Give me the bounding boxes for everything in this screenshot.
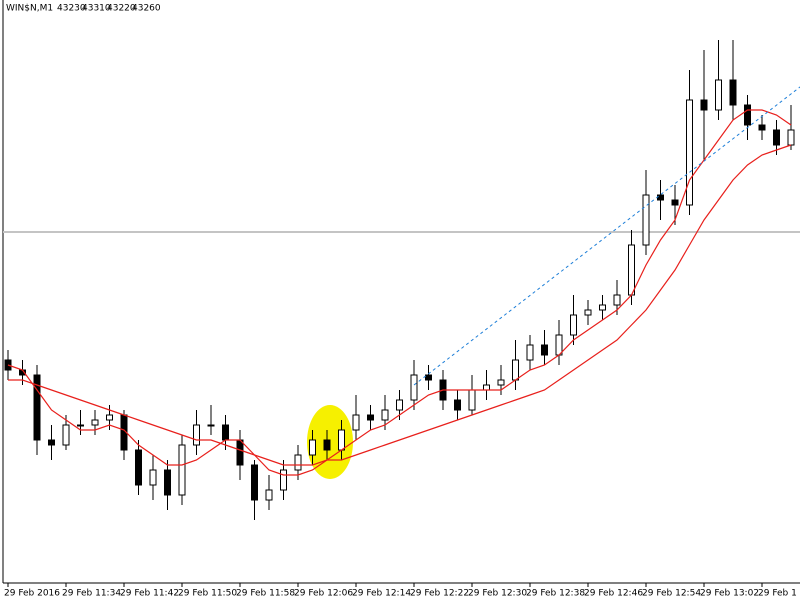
candle-body [483, 384, 490, 391]
header-open: 43230 [57, 4, 86, 14]
candle-body [33, 374, 41, 441]
ma-line [7, 109, 792, 476]
x-tick-label: 29 Feb 12:38 [526, 589, 585, 599]
candle-body [149, 469, 157, 486]
trendline [413, 86, 800, 386]
candle-body [135, 449, 142, 486]
candle-body [599, 304, 606, 311]
candle-body [497, 379, 505, 386]
x-tick-label: 29 Feb 12:06 [294, 589, 353, 599]
x-tick-label: 29 Feb 12:54 [642, 589, 701, 599]
candle-body [512, 359, 519, 381]
x-tick-label: 29 Feb 12:46 [584, 589, 643, 599]
candle-body [700, 99, 708, 111]
candle-body [193, 424, 200, 446]
candle-body [671, 199, 679, 206]
ma-line [8, 144, 792, 466]
candle-body [352, 414, 360, 431]
candle-body [367, 414, 374, 421]
x-tick-label: 29 Feb 11:50 [178, 589, 237, 599]
candle-body [744, 104, 751, 126]
candle-body [91, 419, 99, 426]
candle-body [323, 439, 331, 451]
candle-body [628, 244, 635, 296]
candle-body [584, 309, 592, 316]
x-tick-label: 29 Feb 12:14 [352, 589, 411, 599]
candle-body [715, 79, 722, 111]
candle-body [570, 314, 577, 336]
candle-body [77, 424, 84, 427]
candle-body [178, 444, 186, 496]
candle-body [468, 389, 476, 411]
header: WIN$N,M1 43230 43310 43220 43260 [6, 4, 161, 14]
candle-body [4, 359, 12, 371]
candle-body [338, 429, 345, 451]
candle-body [222, 424, 229, 441]
candle-body [787, 129, 795, 146]
candle-body [613, 294, 621, 306]
candle-body [62, 424, 70, 446]
symbol: WIN$N,M1 [6, 4, 53, 14]
header-low: 43220 [107, 4, 136, 14]
candle-body [265, 489, 273, 501]
x-tick-label: 29 Feb 2016 [4, 589, 60, 599]
x-tick-label: 29 Feb 12:22 [410, 589, 469, 599]
candle-body [642, 194, 650, 246]
header-close: 43260 [132, 4, 161, 14]
candle-body [251, 464, 258, 501]
candle-body [425, 374, 432, 381]
x-tick-label: 29 Feb 11:34 [62, 589, 121, 599]
candle-body [541, 344, 548, 356]
candle-body [106, 414, 113, 421]
candle-body [410, 374, 418, 401]
x-tick-label: 29 Feb 1 [758, 589, 797, 599]
candle-body [294, 454, 302, 471]
candle-body [309, 439, 316, 456]
candle-body [280, 469, 287, 491]
candle-body [729, 79, 737, 106]
header-high: 43310 [82, 4, 111, 14]
candle-body [758, 124, 766, 131]
x-tick-label: 29 Feb 11:58 [236, 589, 295, 599]
candle-body [773, 129, 780, 146]
candle-body [381, 409, 389, 421]
candle-body [48, 439, 55, 446]
x-tick-label: 29 Feb 11:42 [120, 589, 179, 599]
x-tick-label: 29 Feb 13:02 [700, 589, 759, 599]
candle-body [686, 99, 693, 206]
x-tick-label: 29 Feb 12:30 [468, 589, 527, 599]
candle-body [454, 399, 461, 411]
candle-body [526, 344, 534, 361]
candle-body [657, 194, 664, 201]
candle-body [236, 439, 244, 466]
candle-body [207, 424, 215, 427]
candle-body [396, 399, 403, 411]
candle-body [164, 469, 171, 496]
